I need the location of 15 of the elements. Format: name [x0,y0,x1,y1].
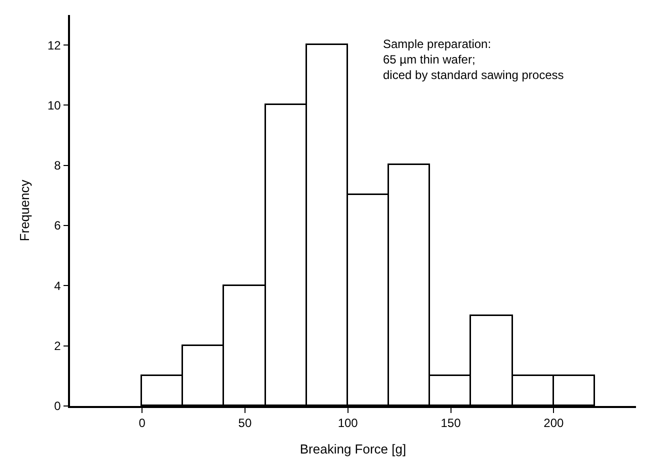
x-axis-title: Breaking Force [g] [300,441,406,456]
y-tick-label: 4 [54,278,62,293]
x-tick-label: 50 [238,416,252,430]
x-tick-label: 100 [338,416,358,430]
x-tick-label: 150 [440,416,462,430]
y-tick-label: 6 [54,218,62,233]
y-tick-label: 2 [54,339,62,354]
x-tick-label: 200 [544,416,564,430]
x-tick-label: 0 [138,416,146,430]
y-tick-label: 0 [54,399,62,414]
y-axis-title: Frequency [16,179,32,242]
y-tick-label: 12 [47,38,62,52]
annotation: Sample preparation: 65 µm thin wafer; diced by standard sawing process [383,37,564,82]
y-tick-label: 8 [54,158,62,173]
y-tick-label: 10 [47,98,62,112]
